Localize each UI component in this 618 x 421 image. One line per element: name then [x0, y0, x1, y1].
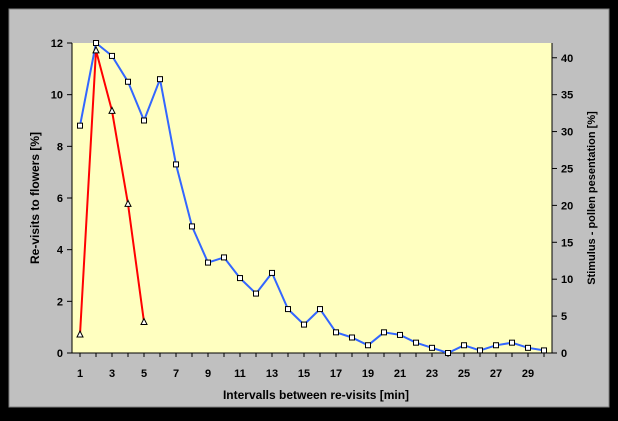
- data-point: [317, 306, 323, 313]
- x-tick-label: 29: [522, 368, 534, 380]
- data-point: [477, 347, 483, 354]
- data-point: [189, 223, 195, 230]
- data-point: [525, 344, 531, 351]
- x-tick-label: 9: [205, 368, 211, 380]
- x-tick-label: 17: [330, 368, 342, 380]
- y-tick-label: 4: [57, 245, 64, 257]
- x-tick-label: 1: [77, 368, 83, 380]
- y2-tick-label: 25: [561, 163, 573, 175]
- data-point: [157, 76, 163, 83]
- y2-axis-title: Stimulus - pollen pesentation [%]: [586, 111, 598, 285]
- y2-tick-label: 30: [561, 127, 573, 139]
- x-tick-label: 11: [234, 368, 246, 380]
- data-point: [413, 339, 419, 346]
- y-tick-label: 12: [51, 38, 63, 50]
- data-point: [365, 342, 371, 349]
- data-point: [381, 329, 387, 336]
- x-tick-label: 7: [173, 368, 179, 380]
- series-layer: [76, 40, 547, 356]
- data-point: [77, 122, 83, 129]
- data-point: [124, 199, 132, 207]
- data-point: [285, 306, 291, 313]
- data-point: [429, 344, 435, 351]
- y-tick-label: 6: [57, 193, 63, 205]
- x-tick-label: 27: [490, 368, 502, 380]
- data-point: [493, 342, 499, 349]
- x-tick-label: 25: [458, 368, 470, 380]
- data-point: [205, 259, 211, 266]
- y-tick-label: 2: [57, 296, 63, 308]
- data-point: [141, 117, 147, 124]
- x-tick-label: 5: [141, 368, 147, 380]
- plot-area: [72, 43, 552, 353]
- y2-tick-label: 0: [561, 348, 567, 360]
- data-point: [541, 347, 547, 354]
- y-axis-title: Re-visits to flowers [%]: [28, 132, 42, 264]
- data-point: [269, 269, 275, 276]
- data-point: [253, 290, 259, 297]
- data-point: [461, 342, 467, 349]
- data-point: [509, 339, 515, 346]
- data-point: [109, 52, 115, 59]
- series-1: [77, 40, 547, 356]
- data-point: [221, 254, 227, 261]
- y2-tick-label: 20: [561, 200, 573, 212]
- x-tick-label: 15: [298, 368, 310, 380]
- y2-tick-label: 5: [561, 311, 567, 323]
- data-point: [397, 331, 403, 338]
- x-tick-label: 23: [426, 368, 438, 380]
- data-point: [333, 329, 339, 336]
- data-point: [125, 78, 131, 85]
- series-2: [76, 45, 148, 338]
- x-tick-label: 3: [109, 368, 115, 380]
- data-point: [349, 334, 355, 341]
- data-point: [92, 45, 100, 54]
- y2-tick-label: 15: [561, 237, 573, 249]
- data-point: [237, 275, 243, 282]
- data-point: [445, 350, 451, 356]
- data-point: [301, 321, 307, 328]
- data-point: [108, 106, 116, 114]
- x-tick-label: 21: [394, 368, 406, 380]
- x-axis-title: Intervalls between re-visits [min]: [223, 388, 409, 402]
- data-point: [173, 161, 179, 168]
- data-point: [140, 317, 148, 325]
- y-tick-label: 8: [57, 141, 63, 153]
- y-tick-label: 10: [51, 90, 63, 102]
- data-point: [76, 329, 84, 338]
- y2-tick-label: 35: [561, 90, 573, 102]
- x-tick-label: 13: [266, 368, 278, 380]
- y2-tick-label: 40: [561, 53, 573, 65]
- y2-tick-label: 10: [561, 274, 573, 286]
- x-tick-label: 19: [362, 368, 374, 380]
- data-point: [93, 40, 99, 46]
- y-tick-label: 0: [57, 348, 63, 360]
